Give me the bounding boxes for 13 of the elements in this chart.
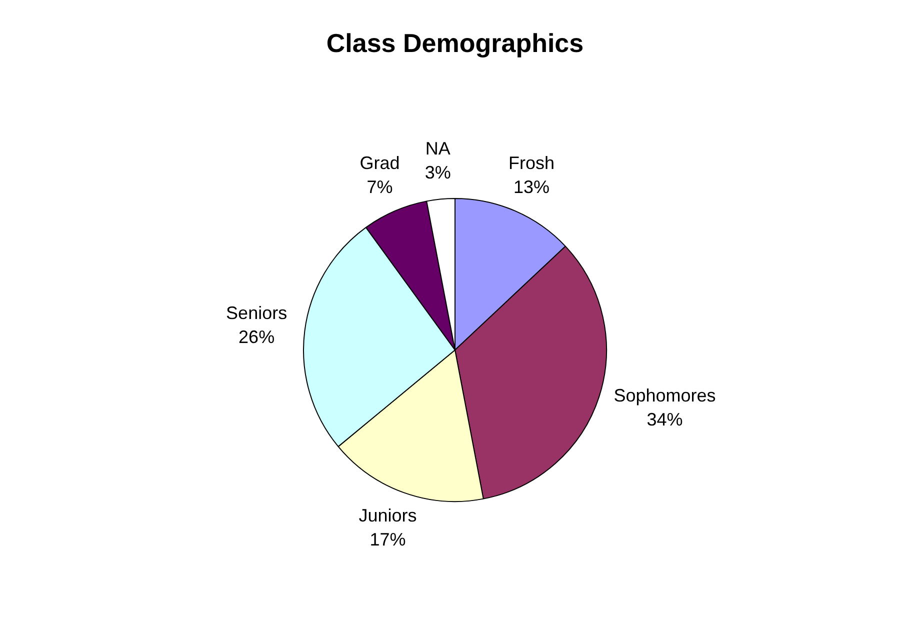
data-label: 26% bbox=[238, 327, 275, 348]
data-label: 7% bbox=[366, 177, 393, 198]
data-label: 13% bbox=[513, 177, 550, 198]
slice-label: Seniors bbox=[226, 303, 288, 324]
slice-label: Frosh bbox=[508, 153, 554, 174]
slice-label: NA bbox=[425, 138, 450, 158]
chart-title: Class Demographics bbox=[326, 28, 584, 58]
data-label: 3% bbox=[424, 162, 451, 182]
data-label: 34% bbox=[646, 410, 683, 430]
slice-label: Sophomores bbox=[614, 386, 716, 406]
data-label: 17% bbox=[370, 529, 406, 550]
slice-label: Grad bbox=[360, 153, 400, 174]
slice-label: Juniors bbox=[358, 505, 417, 526]
